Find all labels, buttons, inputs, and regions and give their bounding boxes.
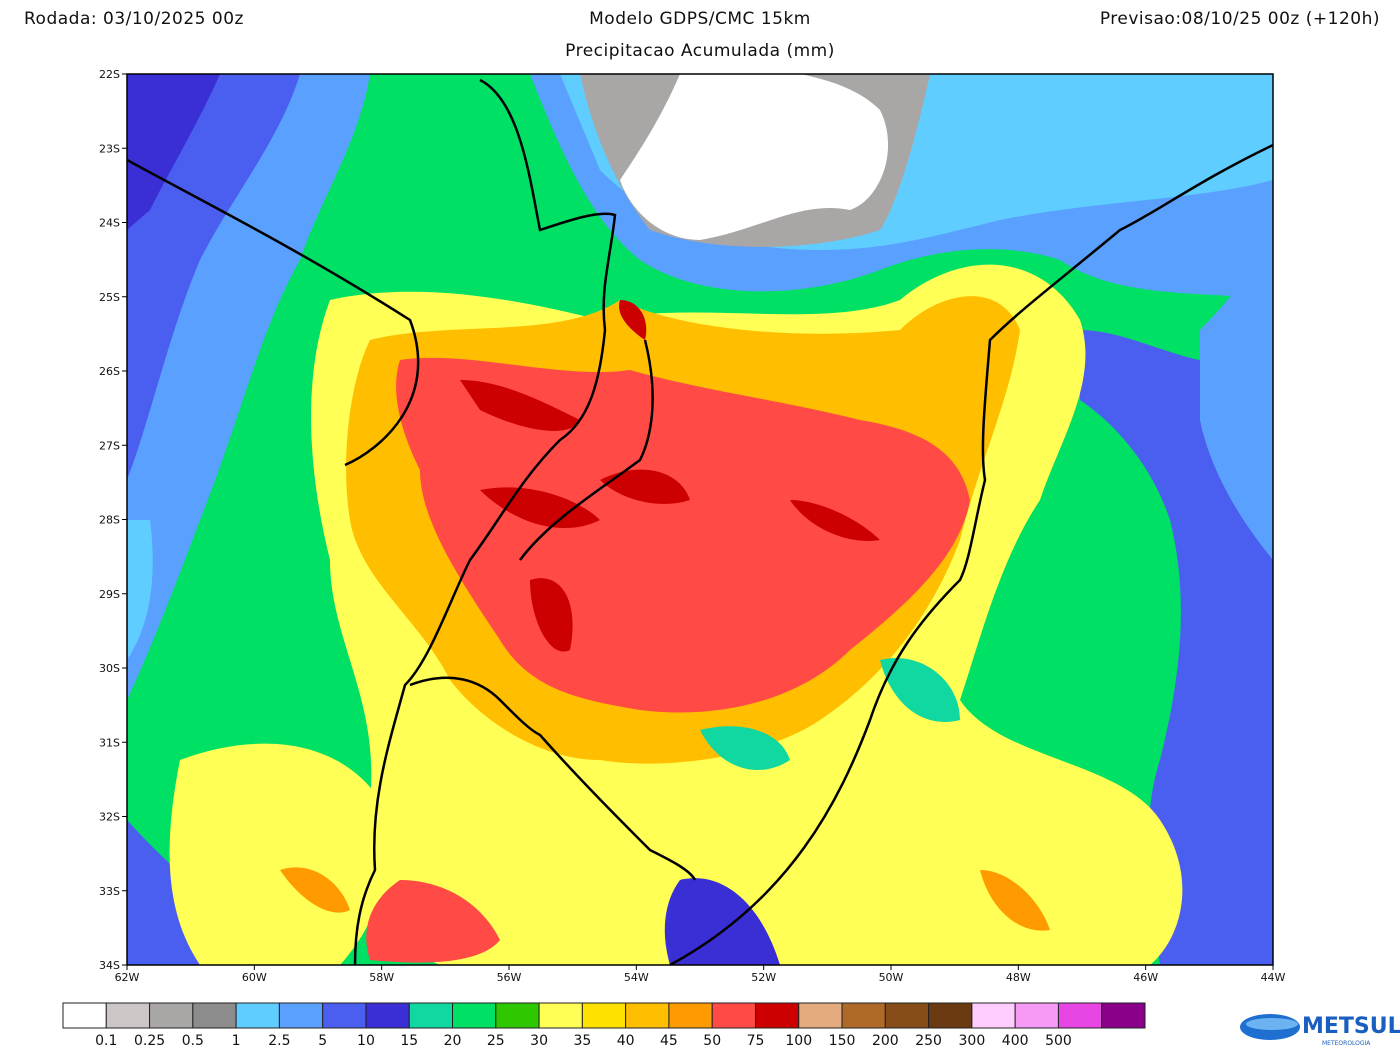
colorbar-swatch	[452, 1002, 497, 1029]
lat-label: 22S	[99, 68, 120, 81]
lon-label: 62W	[115, 971, 140, 984]
lat-label: 33S	[99, 885, 120, 898]
lat-label: 34S	[99, 959, 120, 972]
lat-label: 28S	[99, 514, 120, 527]
colorbar-swatch	[754, 1002, 800, 1029]
lon-label: 52W	[751, 971, 776, 984]
colorbar-swatch	[1101, 1002, 1146, 1029]
colorbar-label: 45	[660, 1033, 678, 1049]
colorbar-label: 300	[959, 1033, 986, 1049]
run-label: Rodada: 03/10/2025 00z	[24, 9, 244, 29]
lon-label: 44W	[1261, 971, 1286, 984]
lon-label: 48W	[1006, 971, 1031, 984]
colorbar-label: 0.1	[95, 1033, 117, 1049]
colorbar-label: 15	[400, 1033, 418, 1049]
colorbar-swatch	[278, 1002, 324, 1029]
lon-label: 54W	[624, 971, 649, 984]
colorbar-swatch	[798, 1002, 843, 1029]
lat-label: 29S	[99, 588, 120, 601]
colorbar-label: 75	[747, 1033, 765, 1049]
subtitle: Precipitacao Acumulada (mm)	[565, 41, 835, 61]
colorbar-label: 1	[232, 1033, 241, 1049]
colorbar-swatch	[625, 1002, 670, 1029]
colorbar-label: 20	[444, 1033, 462, 1049]
logo-tagline: METEOROLOGIA	[1322, 1040, 1371, 1047]
colorbar-swatch	[928, 1002, 973, 1029]
colorbar-swatch	[1014, 1002, 1059, 1029]
colorbar-swatch	[192, 1002, 237, 1029]
precip-field	[127, 74, 1273, 965]
logo: METSUL METEOROLOGIA	[1240, 1014, 1400, 1047]
colorbar-swatch	[1057, 1002, 1103, 1029]
colorbar-swatch	[495, 1002, 540, 1029]
lat-label: 27S	[99, 439, 120, 452]
lat-label: 30S	[99, 662, 120, 675]
logo-swoosh	[1246, 1018, 1298, 1030]
colorbar-label: 0.25	[134, 1033, 165, 1049]
colorbar: 0.1 0.25 0.5 1 2.5 5 10 15 20 25 30 35 40 45 50 75 100 15…	[62, 1002, 1146, 1049]
colorbar-swatch	[711, 1002, 756, 1029]
colorbar-label: 50	[703, 1033, 721, 1049]
logo-name: METSUL	[1302, 1014, 1400, 1039]
colorbar-swatch	[884, 1002, 930, 1029]
colorbar-label: 100	[785, 1033, 812, 1049]
colorbar-swatch	[538, 1002, 583, 1029]
model-title: Modelo GDPS/CMC 15km	[589, 9, 811, 29]
colorbar-label: 400	[1002, 1033, 1029, 1049]
colorbar-label: 500	[1045, 1033, 1072, 1049]
colorbar-swatch	[322, 1002, 367, 1029]
lat-label: 32S	[99, 811, 120, 824]
colorbar-label: 250	[915, 1033, 942, 1049]
colorbar-swatch	[105, 1002, 151, 1029]
colorbar-label: 150	[829, 1033, 856, 1049]
colorbar-swatch	[668, 1002, 713, 1029]
colorbar-label: 5	[318, 1033, 327, 1049]
colorbar-swatch	[149, 1002, 194, 1029]
forecast-label: Previsao:08/10/25 00z (+120h)	[1100, 9, 1380, 29]
lon-label: 58W	[369, 971, 394, 984]
lat-label: 24S	[99, 217, 120, 230]
lat-label: 25S	[99, 291, 120, 304]
colorbar-swatch	[62, 1002, 107, 1029]
colorbar-label: 200	[872, 1033, 899, 1049]
colorbar-swatch	[581, 1002, 627, 1029]
colorbar-swatch	[408, 1002, 454, 1029]
colorbar-label: 30	[530, 1033, 548, 1049]
colorbar-label: 35	[573, 1033, 591, 1049]
colorbar-label: 0.5	[182, 1033, 204, 1049]
colorbar-swatch	[841, 1002, 886, 1029]
lon-label: 46W	[1133, 971, 1158, 984]
lat-label: 26S	[99, 365, 120, 378]
colorbar-label: 25	[487, 1033, 505, 1049]
lon-label: 56W	[497, 971, 522, 984]
colorbar-label: 40	[617, 1033, 635, 1049]
lon-label: 60W	[242, 971, 267, 984]
colorbar-swatch	[365, 1002, 410, 1029]
colorbar-swatch	[235, 1002, 280, 1029]
colorbar-label: 2.5	[268, 1033, 290, 1049]
lon-label: 50W	[879, 971, 904, 984]
graticule-labels: 22S23S24S25S26S27S28S29S30S31S32S33S34S6…	[99, 68, 1286, 984]
lat-label: 31S	[99, 736, 120, 749]
lat-label: 23S	[99, 142, 120, 155]
colorbar-swatch	[971, 1002, 1016, 1029]
colorbar-label: 10	[357, 1033, 375, 1049]
